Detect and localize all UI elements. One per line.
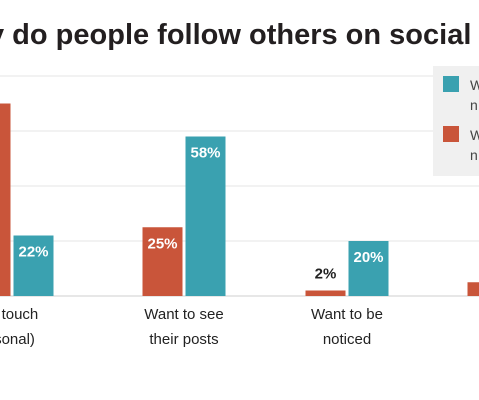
- bar: [467, 282, 479, 296]
- legend-swatch: [443, 126, 459, 142]
- category-label: in touch: [0, 306, 38, 323]
- bars: %22%25%58%2%20%5: [0, 103, 479, 296]
- bar: [185, 136, 226, 296]
- legend-label: W: [470, 127, 479, 143]
- bar-value-label: 25%: [147, 235, 177, 252]
- bar-value-label: 22%: [18, 244, 48, 261]
- category-label: Want to see: [144, 306, 223, 323]
- category-labels: in touch rsonal) Want to see their posts Wan…: [0, 306, 383, 348]
- category-label: Want to be: [311, 306, 383, 323]
- bar: [348, 241, 389, 296]
- legend-swatch: [443, 76, 459, 92]
- bar: [305, 290, 346, 296]
- gridlines: [0, 75, 479, 297]
- chart-title: y do people follow others on social me: [0, 19, 479, 51]
- bar: [142, 227, 183, 296]
- category-label: rsonal): [0, 331, 35, 348]
- bar-value-label: 20%: [353, 249, 383, 266]
- bar-value-label: 58%: [190, 145, 220, 162]
- bar-value-label: 2%: [315, 266, 337, 283]
- legend-label: n: [470, 97, 478, 113]
- bar: [0, 103, 11, 296]
- legend-label: W: [470, 77, 479, 93]
- category-label: their posts: [149, 331, 218, 348]
- legend-label: n: [470, 147, 478, 163]
- bar: [13, 235, 54, 296]
- category-label: noticed: [323, 331, 371, 348]
